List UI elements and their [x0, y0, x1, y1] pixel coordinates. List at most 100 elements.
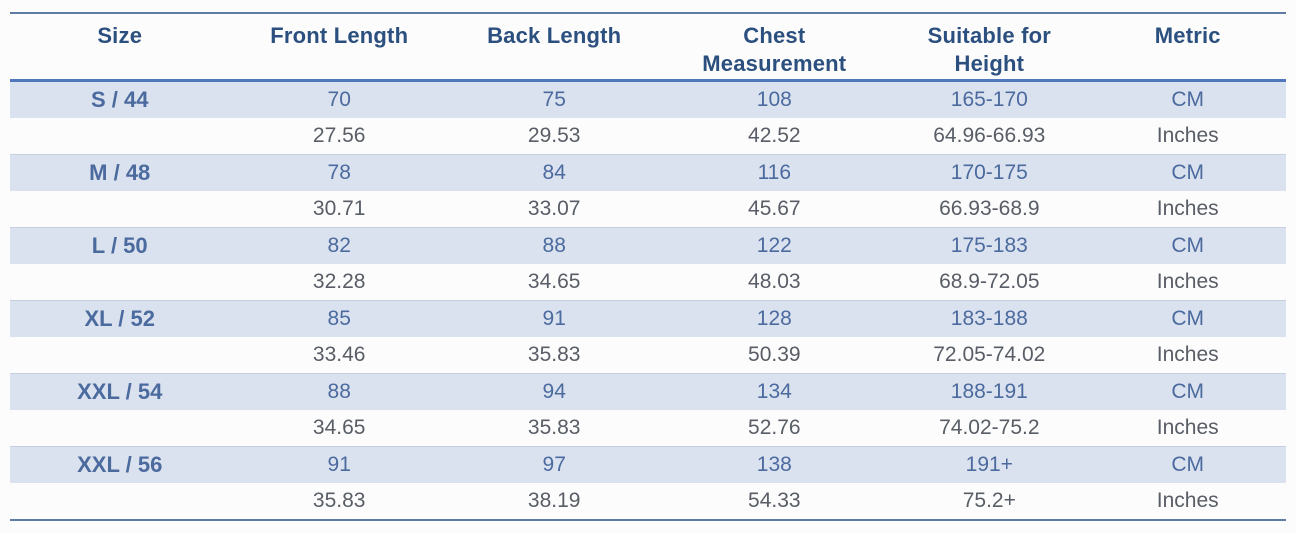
- cell-metric: CM: [1089, 373, 1286, 411]
- cell-size: M / 48: [10, 154, 230, 192]
- cell-back-length: 84: [448, 154, 660, 192]
- column-header-line: Chest: [743, 23, 806, 48]
- cell-chest-measurement: 52.76: [748, 416, 801, 440]
- cell-chest-measurement: 54.33: [748, 489, 801, 513]
- cell-suitable-height: 183-188: [889, 300, 1090, 338]
- cell-front-length: 78: [229, 154, 449, 192]
- cell-front-length: 82: [229, 227, 449, 265]
- cell-metric: Inches: [1156, 343, 1219, 367]
- cell-metric: Inches: [1156, 124, 1219, 148]
- cell-front-length: 91: [229, 446, 449, 484]
- cell-suitable-height: 165-170: [889, 80, 1090, 119]
- cell-chest-measurement: 138: [659, 446, 890, 484]
- column-header-suitable-height: Suitable for Height: [889, 13, 1090, 83]
- cell-metric: Inches: [1156, 416, 1219, 440]
- column-header-metric: Metric: [1089, 13, 1286, 83]
- cell-chest-measurement: 45.67: [748, 197, 801, 221]
- cell-size: L / 50: [10, 227, 230, 265]
- table-row: M / 48 78 84 116 170-175 CM: [10, 154, 1286, 192]
- cell-back-length: 35.83: [527, 343, 581, 367]
- cell-back-length: 75: [448, 80, 660, 119]
- cell-back-length: 38.19: [527, 489, 581, 513]
- cell-suitable-height: 75.2+: [962, 489, 1016, 513]
- cell-back-length: 97: [448, 446, 660, 484]
- table-row: XXL / 56 91 97 138 191+ CM: [10, 446, 1286, 484]
- column-header-size: Size: [10, 13, 230, 83]
- table-row: 32.28 34.65 48.03 68.9-72.05 Inches: [10, 264, 1286, 301]
- cell-back-length: 91: [448, 300, 660, 338]
- column-header-line: Front Length: [270, 23, 409, 48]
- cell-front-length: 70: [229, 80, 449, 119]
- cell-chest-measurement: 108: [659, 80, 890, 119]
- table-row: 30.71 33.07 45.67 66.93-68.9 Inches: [10, 191, 1286, 228]
- cell-metric: CM: [1089, 446, 1286, 484]
- cell-back-length: 94: [448, 373, 660, 411]
- cell-chest-measurement: 42.52: [748, 124, 801, 148]
- table-row: L / 50 82 88 122 175-183 CM: [10, 227, 1286, 265]
- cell-front-length: 85: [229, 300, 449, 338]
- header-row: Size Front Length Back Length Chest Meas…: [10, 13, 1286, 83]
- cell-front-length: 33.46: [312, 343, 366, 367]
- column-header-line: Back Length: [487, 23, 622, 48]
- column-header-line: Height: [954, 51, 1025, 77]
- cell-front-length: 88: [229, 373, 449, 411]
- cell-suitable-height: 74.02-75.2: [939, 416, 1040, 440]
- cell-metric: CM: [1089, 80, 1286, 119]
- cell-chest-measurement: 116: [659, 154, 890, 192]
- table-row: 27.56 29.53 42.52 64.96-66.93 Inches: [10, 118, 1286, 155]
- cell-suitable-height: 68.9-72.05: [939, 270, 1040, 294]
- size-chart: Size Front Length Back Length Chest Meas…: [10, 12, 1286, 522]
- table-row: XL / 52 85 91 128 183-188 CM: [10, 300, 1286, 338]
- cell-chest-measurement: 128: [659, 300, 890, 338]
- column-header-chest-measurement: Chest Measurement: [659, 13, 890, 83]
- size-chart-body: S / 44 70 75 108 165-170 CM 27.56 29.53 42.52 64.…: [10, 80, 1286, 521]
- column-header-line: Measurement: [702, 51, 847, 77]
- cell-front-length: 32.28: [312, 270, 366, 294]
- cell-metric: CM: [1089, 300, 1286, 338]
- cell-back-length: 35.83: [527, 416, 581, 440]
- table-row: XXL / 54 88 94 134 188-191 CM: [10, 373, 1286, 411]
- cell-suitable-height: 170-175: [889, 154, 1090, 192]
- cell-back-length: 29.53: [527, 124, 581, 148]
- cell-size: S / 44: [10, 80, 230, 119]
- cell-suitable-height: 175-183: [889, 227, 1090, 265]
- cell-size: XXL / 56: [10, 446, 230, 484]
- cell-chest-measurement: 134: [659, 373, 890, 411]
- cell-chest-measurement: 48.03: [748, 270, 801, 294]
- cell-front-length: 30.71: [312, 197, 366, 221]
- cell-size: [10, 118, 229, 155]
- cell-suitable-height: 191+: [889, 446, 1090, 484]
- table-row: S / 44 70 75 108 165-170 CM: [10, 80, 1286, 119]
- cell-suitable-height: 64.96-66.93: [933, 124, 1046, 148]
- cell-back-length: 33.07: [527, 197, 581, 221]
- table-row: 33.46 35.83 50.39 72.05-74.02 Inches: [10, 337, 1286, 374]
- cell-size: [10, 191, 229, 228]
- table-row: 35.83 38.19 54.33 75.2+ Inches: [10, 483, 1286, 520]
- cell-size: XXL / 54: [10, 373, 230, 411]
- cell-chest-measurement: 122: [659, 227, 890, 265]
- cell-suitable-height: 66.93-68.9: [939, 197, 1040, 221]
- cell-metric: Inches: [1156, 489, 1219, 513]
- column-header-line: Metric: [1154, 23, 1221, 48]
- cell-size: [10, 410, 229, 447]
- cell-chest-measurement: 50.39: [748, 343, 801, 367]
- cell-front-length: 34.65: [312, 416, 366, 440]
- column-header-front-length: Front Length: [229, 13, 449, 83]
- column-header-back-length: Back Length: [448, 13, 660, 83]
- size-chart-table: Size Front Length Back Length Chest Meas…: [10, 12, 1286, 522]
- cell-size: [10, 337, 229, 374]
- cell-metric: Inches: [1156, 197, 1219, 221]
- cell-back-length: 34.65: [527, 270, 581, 294]
- cell-metric: CM: [1089, 227, 1286, 265]
- cell-metric: CM: [1089, 154, 1286, 192]
- column-header-line: Size: [97, 23, 143, 48]
- cell-front-length: 35.83: [312, 489, 366, 513]
- cell-size: [10, 483, 229, 520]
- cell-suitable-height: 72.05-74.02: [933, 343, 1046, 367]
- cell-suitable-height: 188-191: [889, 373, 1090, 411]
- column-header-line: Suitable for: [927, 23, 1052, 48]
- cell-back-length: 88: [448, 227, 660, 265]
- table-row: 34.65 35.83 52.76 74.02-75.2 Inches: [10, 410, 1286, 447]
- cell-size: XL / 52: [10, 300, 230, 338]
- cell-front-length: 27.56: [312, 124, 366, 148]
